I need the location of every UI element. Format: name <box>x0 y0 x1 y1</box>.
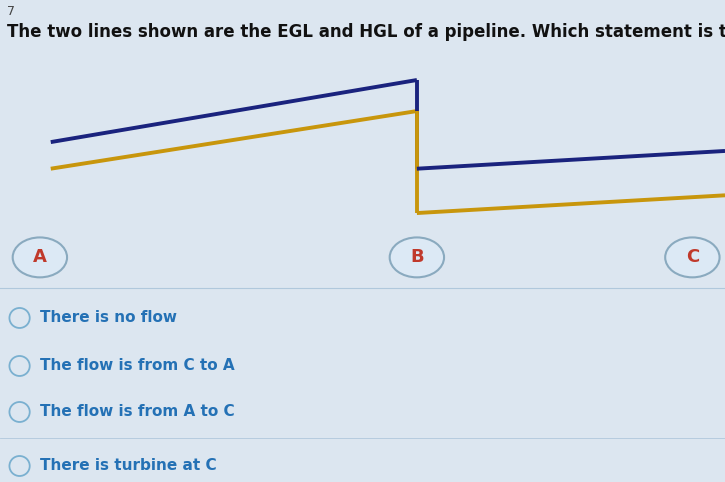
Ellipse shape <box>666 238 719 277</box>
Text: There is no flow: There is no flow <box>40 310 177 325</box>
Text: The two lines shown are the EGL and HGL of a pipeline. Which statement is true?: The two lines shown are the EGL and HGL … <box>7 23 725 41</box>
Text: There is turbine at C: There is turbine at C <box>40 458 217 473</box>
Text: C: C <box>686 248 699 267</box>
Text: The flow is from A to C: The flow is from A to C <box>40 404 234 419</box>
Text: A: A <box>33 248 47 267</box>
Text: 7: 7 <box>7 5 15 18</box>
Ellipse shape <box>12 238 67 277</box>
Ellipse shape <box>389 238 444 277</box>
Text: B: B <box>410 248 423 267</box>
Text: The flow is from C to A: The flow is from C to A <box>40 359 234 374</box>
